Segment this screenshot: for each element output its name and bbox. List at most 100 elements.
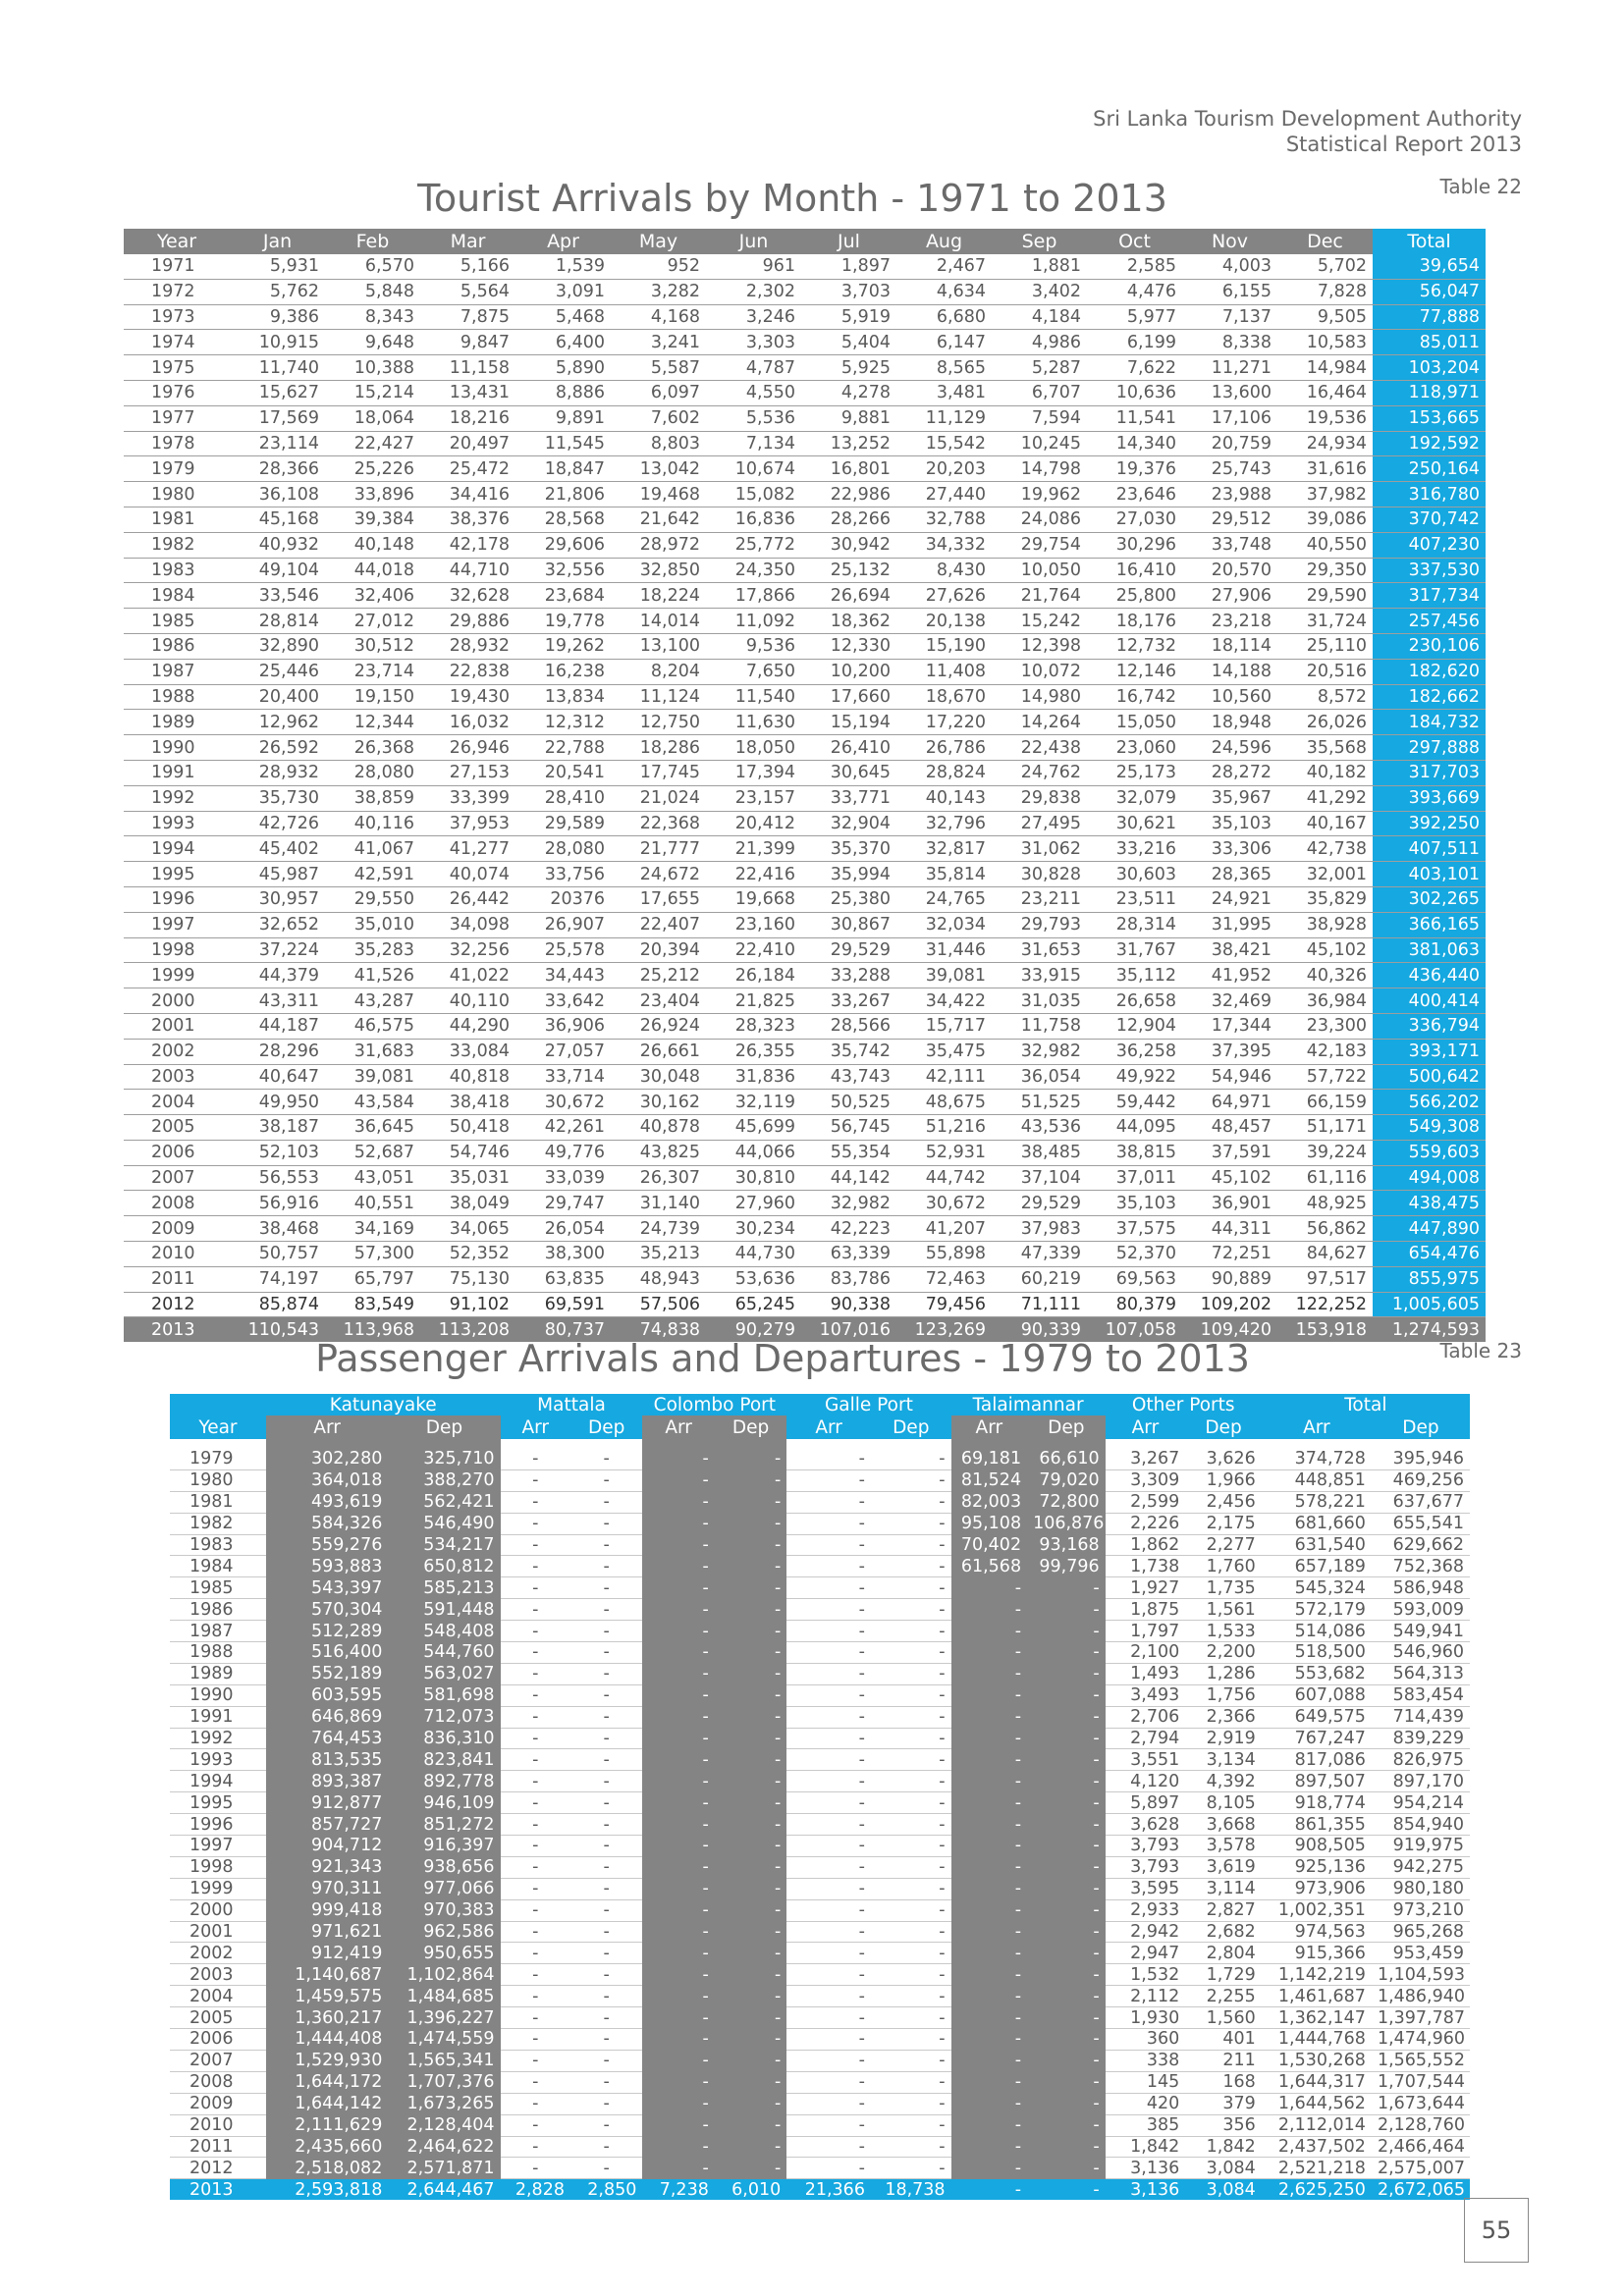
value-cell: 43,051 [325, 1165, 420, 1192]
value-cell: 370,742 [1373, 507, 1486, 533]
value-cell: 393,669 [1373, 785, 1486, 812]
value-cell: - [1027, 1921, 1106, 1944]
value-cell: 33,896 [325, 481, 420, 507]
value-cell: 45,102 [1182, 1165, 1277, 1192]
value-cell: - [642, 1791, 715, 1815]
value-cell: 549,941 [1371, 1620, 1470, 1643]
column-header: Dec [1277, 229, 1373, 254]
value-cell: - [714, 1706, 787, 1729]
value-cell: 90,339 [992, 1316, 1087, 1343]
value-cell: 918,774 [1261, 1791, 1372, 1815]
value-cell: - [786, 1641, 871, 1664]
value-cell: 38,049 [420, 1190, 515, 1217]
value-cell: 52,931 [896, 1140, 992, 1166]
value-cell: 4,003 [1182, 254, 1277, 280]
value-cell: 2,112 [1105, 1985, 1186, 2008]
value-cell: - [1027, 1835, 1106, 1857]
value-cell: 44,311 [1182, 1215, 1277, 1243]
value-cell: 33,267 [801, 988, 896, 1014]
value-cell: 12,398 [992, 633, 1087, 660]
value-cell: - [786, 1491, 871, 1514]
value-cell: 36,645 [325, 1114, 420, 1141]
value-cell: 3,626 [1185, 1449, 1262, 1470]
value-cell: 28,323 [706, 1013, 801, 1040]
value-cell: 32,796 [896, 811, 992, 837]
value-cell: 18,050 [706, 734, 801, 761]
value-cell: 1,966 [1185, 1469, 1262, 1492]
value-cell: - [500, 1942, 570, 1965]
value-cell: 3,136 [1105, 2157, 1186, 2180]
value-cell: 82,003 [950, 1491, 1028, 1514]
value-cell: - [870, 2071, 951, 2094]
value-cell: 3,084 [1185, 2157, 1262, 2180]
value-cell: - [500, 1576, 570, 1600]
value-cell: 607,088 [1261, 1684, 1372, 1707]
value-cell: 16,801 [801, 455, 896, 483]
spacer-cell [714, 1439, 787, 1449]
value-cell: 16,742 [1087, 684, 1182, 711]
value-cell: 23,511 [1087, 886, 1182, 913]
value-cell: 34,443 [515, 962, 611, 989]
year-cell: 1992 [170, 1728, 266, 1750]
value-cell: 1,104,593 [1371, 1963, 1470, 1987]
value-cell: 30,162 [611, 1089, 706, 1116]
value-cell: - [786, 1791, 871, 1815]
value-cell: 12,750 [611, 709, 706, 736]
year-cell: 1980 [124, 481, 230, 507]
value-cell: 64,971 [1182, 1089, 1277, 1116]
value-cell: 1,565,552 [1371, 2050, 1470, 2072]
value-cell: 942,275 [1371, 1856, 1470, 1879]
value-cell: 250,164 [1373, 455, 1486, 483]
value-cell: - [569, 1878, 643, 1900]
value-cell: - [714, 2136, 787, 2159]
value-cell: - [1027, 2178, 1106, 2201]
value-cell: 80,379 [1087, 1292, 1182, 1318]
value-cell: 1,560 [1185, 2006, 1262, 2030]
value-cell: 29,590 [1277, 582, 1373, 610]
value-cell: 56,916 [230, 1190, 325, 1217]
value-cell: 15,190 [896, 633, 992, 660]
value-cell: 31,140 [611, 1190, 706, 1217]
value-cell: 1,102,864 [388, 1963, 501, 1987]
value-cell: 552,189 [265, 1663, 389, 1685]
value-cell: - [714, 1878, 787, 1900]
value-cell: 25,380 [801, 886, 896, 913]
column-header: Year [124, 229, 230, 254]
value-cell: 912,877 [265, 1791, 389, 1815]
value-cell: - [786, 1663, 871, 1685]
value-cell: 1,875 [1105, 1598, 1186, 1622]
value-cell: - [642, 1985, 715, 2008]
value-cell: 184,732 [1373, 709, 1486, 736]
value-cell: 3,303 [706, 329, 801, 356]
value-cell: 12,962 [230, 709, 325, 736]
value-cell: 317,703 [1373, 760, 1486, 786]
value-cell: 20,203 [896, 455, 992, 483]
value-cell: - [642, 1856, 715, 1879]
value-cell: 854,940 [1371, 1813, 1470, 1837]
value-cell: 56,047 [1373, 279, 1486, 305]
value-cell: 83,786 [801, 1266, 896, 1293]
year-cell: 1973 [124, 304, 230, 331]
value-cell: 24,762 [992, 760, 1087, 786]
value-cell: 23,157 [706, 785, 801, 812]
value-cell: 2,625,250 [1261, 2178, 1372, 2201]
value-cell: 61,568 [950, 1555, 1028, 1578]
value-cell: 14,340 [1087, 431, 1182, 457]
table-row: 1994 893,387 892,778- - - - - - - -4,120 4,392 897,… [170, 1770, 1470, 1793]
dep-header: Dep [1185, 1415, 1262, 1439]
value-cell: 29,747 [515, 1190, 611, 1217]
column-header: Total [1373, 229, 1486, 254]
value-cell: 11,545 [515, 431, 611, 457]
value-cell: 43,311 [230, 988, 325, 1014]
value-cell: 954,214 [1371, 1791, 1470, 1815]
value-cell: 961 [706, 254, 801, 280]
value-cell: - [714, 1963, 787, 1987]
value-cell: 18,216 [420, 405, 515, 432]
value-cell: - [786, 1899, 871, 1922]
value-cell: - [569, 1899, 643, 1922]
value-cell: 107,016 [801, 1316, 896, 1343]
value-cell: 113,208 [420, 1316, 515, 1343]
value-cell: 1,735 [1185, 1576, 1262, 1600]
value-cell: - [870, 1620, 951, 1643]
value-cell: - [569, 1791, 643, 1815]
